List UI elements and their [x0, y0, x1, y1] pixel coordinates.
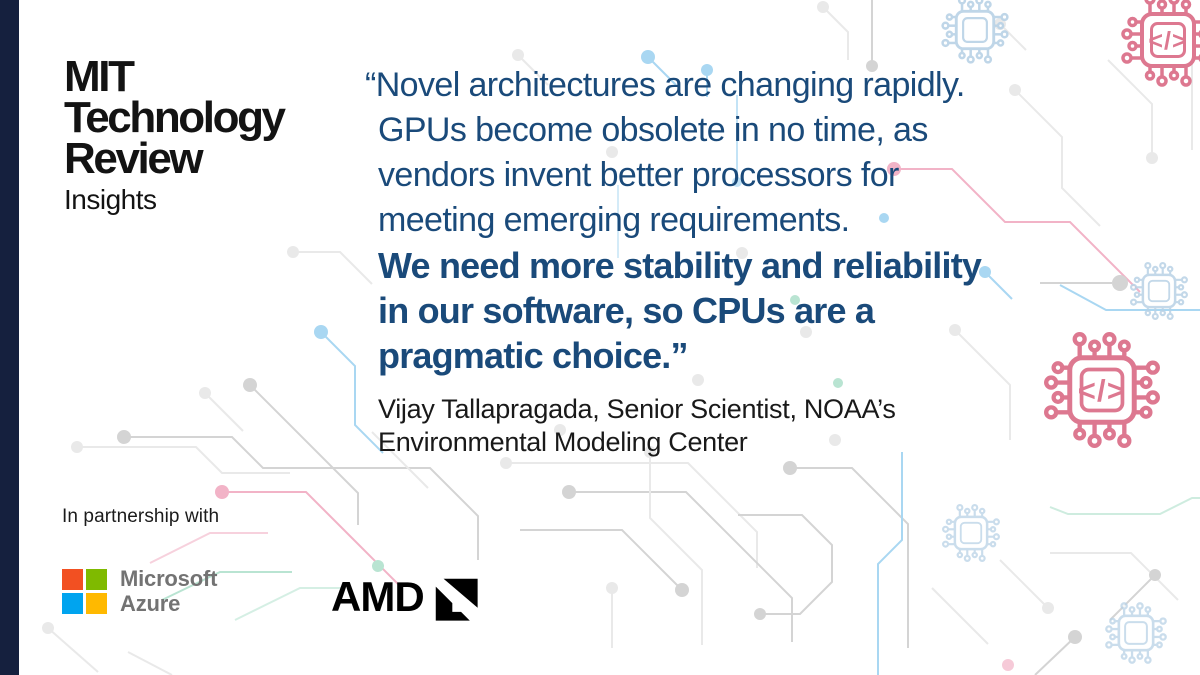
cpu-chip-icon: [1106, 603, 1165, 662]
left-accent-bar: [0, 0, 19, 675]
quote-line-bold: in our software, so CPUs are a: [378, 290, 875, 331]
logo-line-review: Review: [64, 134, 204, 183]
quote-line: vendors invent better processors for: [378, 156, 899, 194]
code-chip-icon: </>: [1046, 334, 1158, 446]
logo-line-insights: Insights: [64, 184, 157, 215]
microsoft-azure-logo: Microsoft Azure: [62, 566, 217, 616]
amd-arrow-icon: [435, 578, 478, 621]
logo-line-mit: MIT: [64, 52, 135, 101]
circuit-traces: [42, 0, 1200, 675]
microsoft-square-yellow: [86, 592, 107, 614]
quote-line-bold: pragmatic choice.”: [378, 335, 689, 376]
mit-technology-review-logo: MIT Technology Review Insights: [64, 52, 286, 215]
quote-line: GPUs become obsolete in no time, as: [378, 111, 928, 149]
code-glyph: </>: [1078, 373, 1127, 408]
amd-wordmark: AMD: [331, 573, 425, 620]
microsoft-square-green: [86, 568, 107, 590]
quote-text: “Novel architectures are changing rapidl…: [365, 63, 982, 378]
quote-line: “Novel architectures are changing rapidl…: [365, 66, 965, 104]
cpu-chip-icon: [943, 505, 999, 561]
attribution-line: Environmental Modeling Center: [378, 427, 748, 457]
partnership-label: In partnership with: [62, 506, 220, 527]
quote-line-bold: We need more stability and reliability: [378, 245, 982, 286]
cpu-chip-icon: [943, 0, 1008, 62]
attribution-line: Vijay Tallapragada, Senior Scientist, NO…: [378, 394, 896, 424]
logo-line-technology: Technology: [64, 93, 286, 142]
code-glyph: </>: [1148, 27, 1187, 55]
quote-line: meeting emerging requirements.: [378, 201, 850, 239]
code-chip-icon: </>: [1123, 0, 1200, 85]
microsoft-square-blue: [62, 592, 83, 614]
azure-label: Azure: [120, 591, 181, 616]
microsoft-azure-wordmark: Microsoft Azure: [120, 566, 217, 616]
amd-logo: AMD: [331, 574, 479, 622]
microsoft-square-red: [62, 568, 83, 590]
microsoft-logo-icon: [62, 568, 107, 614]
quote-attribution: Vijay Tallapragada, Senior Scientist, NO…: [378, 393, 896, 459]
microsoft-label: Microsoft: [120, 566, 218, 591]
